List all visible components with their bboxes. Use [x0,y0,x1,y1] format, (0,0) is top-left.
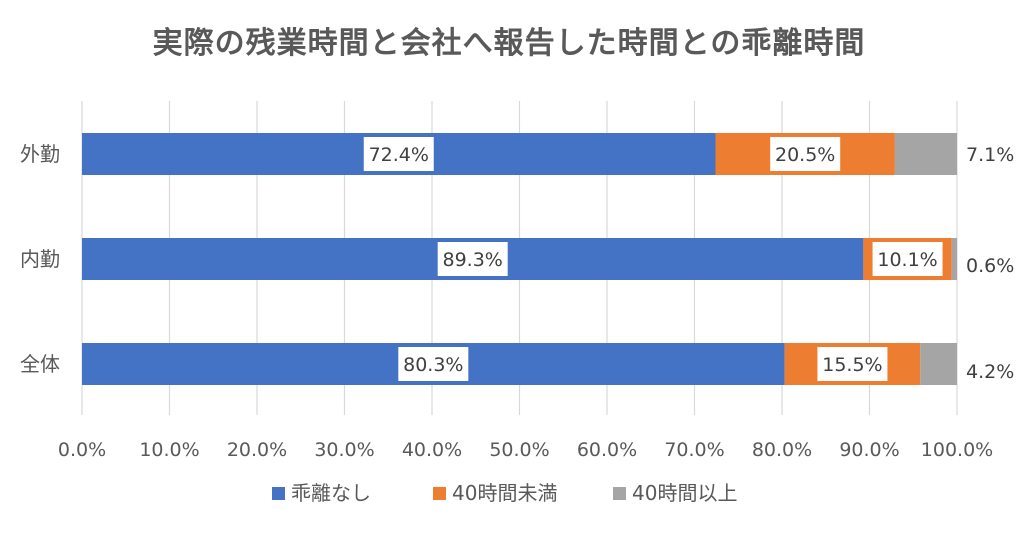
bar-segment [894,133,957,175]
data-label-box [872,242,943,276]
data-label-box [437,242,508,276]
x-tick-label: 100.0% [921,439,993,461]
legend-swatch [272,487,285,500]
x-tick-label: 50.0% [489,439,549,461]
legend-label: 40時間以上 [632,481,737,505]
data-label-box [398,347,469,381]
chart-title: 実際の残業時間と会社へ報告した時間との乖離時間 [152,26,866,61]
bar-segment [951,238,957,280]
data-label: 0.6% [966,255,1014,277]
x-tick-label: 90.0% [839,439,899,461]
legend-swatch [613,487,626,500]
x-tick-labels: 0.0% 10.0% 20.0% 30.0% 40.0% 50.0% 60.0% 70.0% 8… [58,439,993,461]
x-tick-label: 60.0% [577,439,637,461]
data-label: 72.4% [369,144,429,166]
x-tick-label: 40.0% [402,439,462,461]
data-label-box [770,137,841,171]
data-label: 15.5% [822,354,882,376]
legend: 乖離なし 40時間未満 40時間以上 [272,481,737,505]
legend-label: 40時間未満 [452,481,557,505]
data-label: 7.1% [966,144,1014,166]
x-tick-label: 30.0% [314,439,374,461]
category-label: 内勤 [20,247,60,271]
data-label: 89.3% [443,249,503,271]
x-tick-label: 20.0% [227,439,287,461]
x-tick-label: 80.0% [752,439,812,461]
data-label-box [363,137,434,171]
category-label: 外勤 [20,142,60,166]
legend-swatch [433,487,446,500]
data-labels: 72.4% 20.5% 7.1% 89.3% 10.1% 0.6% 80.3% 15.5% 4.… [363,137,1014,383]
data-label-box [817,347,888,381]
bar-segment [920,343,957,385]
data-label: 20.5% [775,144,835,166]
data-label: 4.2% [966,361,1014,383]
x-tick-label: 0.0% [58,439,106,461]
data-label: 80.3% [403,354,463,376]
x-tick-label: 70.0% [664,439,724,461]
category-label: 全体 [20,352,60,376]
data-label: 10.1% [877,249,937,271]
legend-label: 乖離なし [291,481,371,505]
x-tick-label: 10.0% [139,439,199,461]
